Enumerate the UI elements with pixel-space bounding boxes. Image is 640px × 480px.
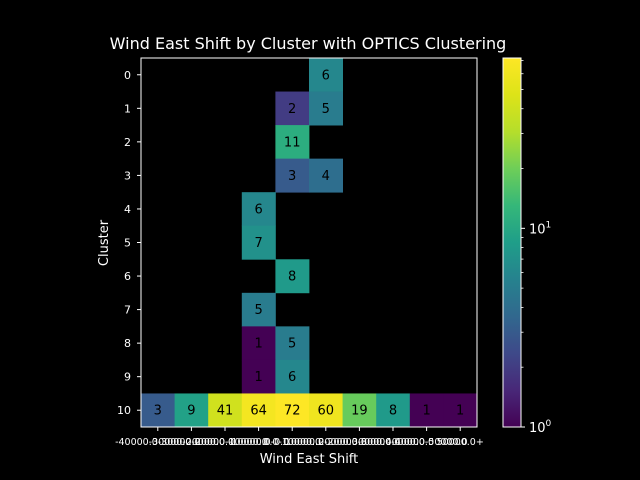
y-tick-label: 9	[124, 371, 131, 384]
heatmap-cell	[309, 91, 343, 126]
heatmap-cell	[342, 393, 377, 428]
cell-value-label: 7	[254, 236, 262, 251]
x-tick-label: 30000.0-40000.0	[352, 437, 434, 448]
cell-value-label: 8	[288, 270, 296, 285]
cell-value-label: 1	[254, 370, 262, 385]
y-tick-label: 5	[124, 237, 131, 250]
cell-value-label: 64	[250, 404, 267, 419]
y-axis-ticks: 0 1 2 3 4 5 6 7 8 9 10	[117, 69, 141, 417]
y-axis-label: Cluster	[97, 219, 112, 266]
cell-value-label: 2	[288, 102, 296, 117]
y-tick-label: 8	[124, 337, 131, 350]
x-tick-label: -30000.0-20000.0	[149, 437, 234, 448]
x-tick-label: -40000.0-30000.0	[115, 437, 200, 448]
heatmap-cell	[309, 58, 343, 92]
heatmap-cells	[141, 58, 478, 428]
heatmap-cell	[241, 292, 276, 327]
cell-value-label: 3	[154, 404, 162, 419]
heatmap-cell	[241, 192, 276, 227]
heatmap-cell	[174, 393, 209, 428]
heatmap-cell	[309, 158, 343, 193]
cell-value-label: 3	[288, 169, 296, 184]
cell-value-label: 9	[187, 404, 195, 419]
cell-value-label: 6	[322, 68, 330, 83]
x-tick-label: 20000.0-30000.0	[318, 437, 400, 448]
heatmap-cell	[275, 359, 310, 394]
cell-value-label: 5	[288, 337, 296, 352]
y-tick-label: 10	[117, 404, 131, 417]
cell-value-label: 5	[322, 102, 330, 117]
heatmap-cell	[275, 158, 310, 193]
heatmap-cell	[409, 393, 444, 428]
y-tick-label: 2	[124, 136, 131, 149]
y-tick-label: 7	[124, 304, 131, 317]
colorbar	[502, 57, 522, 428]
heatmap-cell	[275, 91, 310, 126]
y-tick-label: 6	[124, 270, 131, 283]
cell-value-label: 6	[288, 370, 296, 385]
y-tick-label: 3	[124, 169, 131, 182]
heatmap-cell	[443, 393, 478, 428]
y-tick-label: 1	[124, 102, 131, 115]
cell-value-label: 5	[254, 303, 262, 318]
cell-value-label: 6	[254, 202, 262, 217]
heatmap-cell	[208, 393, 243, 428]
x-axis-ticks: -40000.0-30000.0-30000.0-20000.0-20000.0…	[115, 427, 484, 448]
cell-value-label: 4	[322, 169, 330, 184]
heatmap-cell	[376, 393, 411, 428]
heatmap-cell	[275, 326, 310, 361]
x-tick-label: 50000.0+	[437, 437, 484, 448]
colorbar-tick-label: 100	[529, 419, 552, 436]
cell-value-label: 60	[318, 404, 335, 419]
heatmap-cell	[309, 393, 343, 428]
heatmap-cell	[241, 393, 276, 428]
x-tick-label: 40000.0-50000.0	[386, 437, 468, 448]
x-axis-label: Wind East Shift	[260, 452, 359, 467]
cell-value-label: 11	[284, 135, 301, 150]
y-tick-label: 0	[124, 69, 131, 82]
x-tick-label: 10000.0-20000.0	[285, 437, 367, 448]
heatmap-cell	[241, 359, 276, 394]
x-tick-label: -20000.0-10000.0	[182, 437, 267, 448]
colorbar-ticks: 100 101	[521, 60, 552, 436]
cell-value-label: 1	[254, 337, 262, 352]
heatmap-cell	[241, 326, 276, 361]
cell-value-label: 1	[422, 404, 430, 419]
heatmap-cell	[275, 125, 310, 160]
cell-value-label: 19	[351, 404, 368, 419]
y-tick-label: 4	[124, 203, 131, 216]
chart-title: Wind East Shift by Cluster with OPTICS C…	[110, 34, 507, 53]
x-tick-label: -10000.0-0.0	[228, 437, 289, 448]
cell-value-label: 72	[284, 404, 301, 419]
heatmap-cell	[275, 393, 310, 428]
colorbar-tick-label: 101	[529, 220, 551, 237]
heatmap-cell	[241, 225, 276, 260]
x-tick-label: 0.0-10000.0	[263, 437, 321, 448]
cell-value-label: 1	[456, 404, 464, 419]
heatmap-cell	[141, 393, 175, 428]
cell-value-label: 8	[389, 404, 397, 419]
cell-value-label: 41	[217, 404, 234, 419]
heatmap-cell	[275, 259, 310, 294]
